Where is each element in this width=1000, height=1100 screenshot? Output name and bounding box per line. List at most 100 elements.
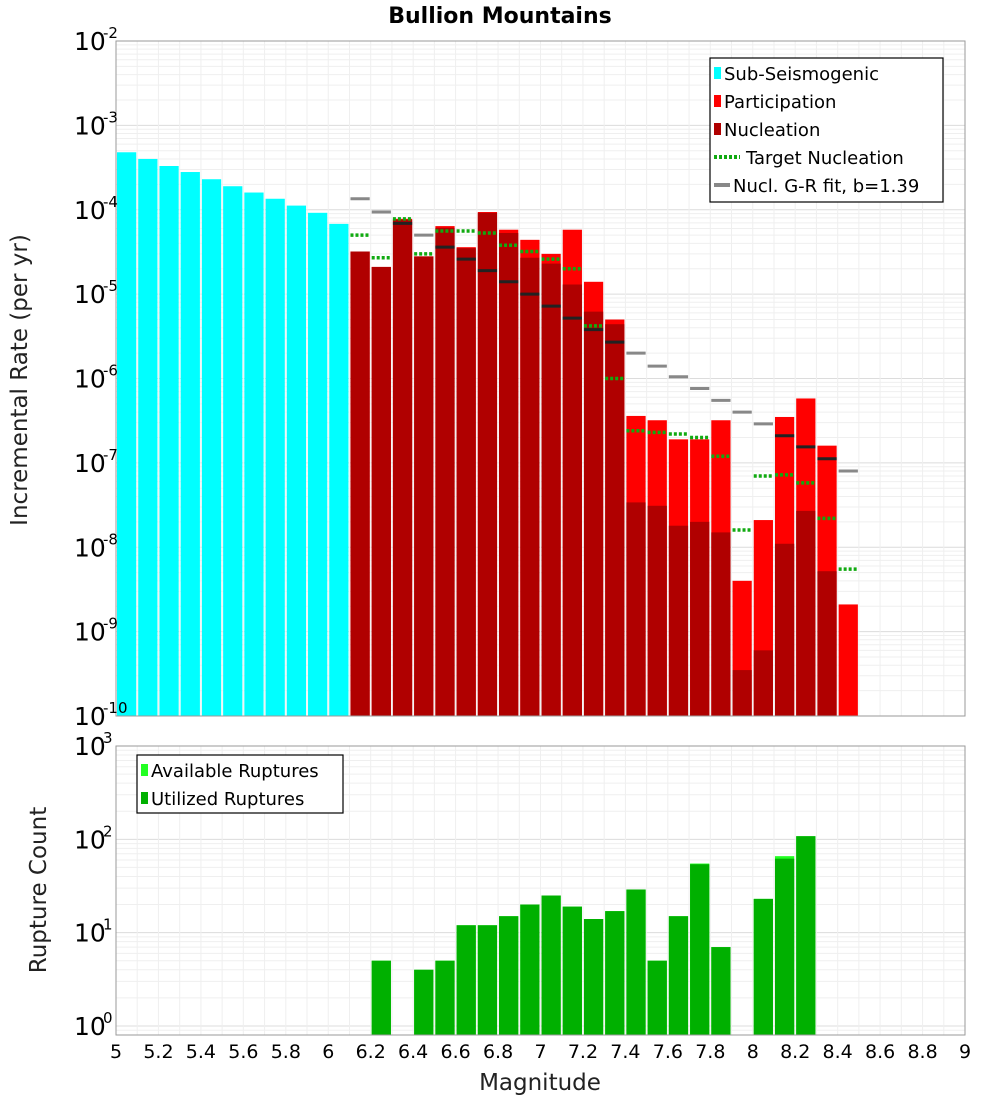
y-tick-label-bottom: 10 xyxy=(74,825,106,854)
bar-sub-seismogenic xyxy=(244,192,264,717)
x-tick-label: 8.8 xyxy=(907,1041,937,1063)
y-tick-label-top-exponent: -4 xyxy=(103,193,118,211)
legend-box-bottom xyxy=(136,754,344,814)
bars-top xyxy=(117,152,858,717)
bar-nucleation xyxy=(668,525,689,716)
y-tick-label-top-exponent: -5 xyxy=(103,277,118,295)
y-tick-label-bottom: 10 xyxy=(74,919,106,948)
legend-label-utilized: Utilized Ruptures xyxy=(151,789,304,810)
x-tick-label: 8.4 xyxy=(823,1041,853,1063)
y-tick-label-bottom-exponent: 1 xyxy=(103,916,113,934)
legend-swatch-participation xyxy=(714,95,721,107)
y-tick-label-top: 10 xyxy=(74,702,106,731)
x-axis-label: Magnitude xyxy=(479,1070,601,1096)
bar-nucleation xyxy=(371,266,391,716)
bar-nucleation xyxy=(605,324,625,716)
bar-sub-seismogenic xyxy=(286,205,307,716)
bar-utilized-ruptures xyxy=(477,925,498,1035)
bar-utilized-ruptures xyxy=(414,969,434,1035)
bar-nucleation xyxy=(562,284,582,716)
legend-label-target-nucleation: Target Nucleation xyxy=(745,148,904,169)
x-tick-label: 7.6 xyxy=(653,1041,683,1063)
y-tick-label-top: 10 xyxy=(74,449,106,478)
x-tick-label: 5.8 xyxy=(271,1041,301,1063)
legend-box-top xyxy=(709,57,944,203)
x-tick-label: 8.6 xyxy=(865,1041,895,1063)
y-tick-label-top-exponent: -9 xyxy=(103,615,118,633)
y-tick-label-top-exponent: -6 xyxy=(103,362,118,380)
plot-frame-bottom xyxy=(115,745,966,1036)
bar-utilized-ruptures xyxy=(774,858,795,1035)
legend-label-nucleation: Nucleation xyxy=(724,120,820,141)
bar-participation xyxy=(838,604,858,716)
bar-sub-seismogenic xyxy=(180,172,200,716)
x-tick-label: 6.8 xyxy=(483,1041,513,1063)
legend-swatch-sub-seismogenic xyxy=(714,67,721,79)
y-tick-label-top: 10 xyxy=(74,111,106,140)
legend-label-participation: Participation xyxy=(724,92,836,113)
bar-sub-seismogenic xyxy=(138,158,158,717)
x-tick-label: 8.2 xyxy=(780,1041,810,1063)
x-tick-label: 5 xyxy=(110,1041,122,1063)
y-tick-label-top: 10 xyxy=(74,280,106,309)
x-tick-label: 7 xyxy=(534,1041,546,1063)
y-tick-label-top: 10 xyxy=(74,196,106,225)
bar-nucleation xyxy=(499,233,519,716)
y-tick-label-top-exponent: -8 xyxy=(103,530,118,548)
bar-nucleation xyxy=(414,256,434,716)
bar-utilized-ruptures xyxy=(562,906,582,1035)
x-tick-label: 8 xyxy=(747,1041,759,1063)
bar-utilized-ruptures xyxy=(499,916,519,1035)
bar-utilized-ruptures xyxy=(583,919,604,1035)
bar-utilized-ruptures xyxy=(541,895,561,1035)
bar-utilized-ruptures xyxy=(753,898,773,1035)
y-tick-label-top: 10 xyxy=(74,365,106,394)
y-tick-label-top: 10 xyxy=(74,618,106,647)
legend-swatch-available xyxy=(141,764,148,776)
bar-nucleation xyxy=(690,521,710,716)
bar-nucleation xyxy=(774,543,795,716)
bar-sub-seismogenic xyxy=(201,179,222,716)
legend-top: Sub-Seismogenic Participation Nucleation… xyxy=(709,57,944,203)
bar-sub-seismogenic xyxy=(117,152,137,716)
bar-utilized-ruptures xyxy=(796,836,816,1035)
legend-swatch-utilized xyxy=(141,792,148,804)
x-tick-label: 7.2 xyxy=(568,1041,598,1063)
y-axis-label-bottom: Rupture Count xyxy=(26,807,52,973)
bar-nucleation xyxy=(817,571,837,716)
bar-nucleation xyxy=(753,650,773,716)
bar-sub-seismogenic xyxy=(223,186,243,716)
x-ticks: 5 5.2 5.4 5.6 5.8 6 6.2 6.4 6.6 6.8 7 7.2 7.4 7.6 7.8 8… xyxy=(110,1041,971,1063)
bar-utilized-ruptures xyxy=(690,864,710,1035)
x-tick-label: 6.6 xyxy=(440,1041,470,1063)
bar-nucleation xyxy=(796,510,816,716)
bar-utilized-ruptures xyxy=(456,925,476,1035)
bar-nucleation xyxy=(711,532,731,716)
y-tick-label-bottom-exponent: 0 xyxy=(103,1009,113,1027)
legend-label-gr-fit: Nucl. G-R fit, b=1.39 xyxy=(733,176,919,197)
bar-nucleation xyxy=(477,212,498,716)
bar-utilized-ruptures xyxy=(371,960,391,1035)
x-tick-label: 7.8 xyxy=(695,1041,725,1063)
y-tick-label-top-exponent: -3 xyxy=(103,108,118,126)
legend-label-available: Available Ruptures xyxy=(151,761,319,782)
bar-nucleation xyxy=(350,251,370,716)
x-tick-label: 6 xyxy=(322,1041,334,1063)
x-tick-label: 6.2 xyxy=(356,1041,386,1063)
bar-nucleation xyxy=(392,219,413,717)
x-tick-label: 5.6 xyxy=(228,1041,258,1063)
bar-nucleation xyxy=(435,227,455,716)
bar-utilized-ruptures xyxy=(626,889,646,1035)
x-tick-label: 7.4 xyxy=(610,1041,640,1063)
bar-utilized-ruptures xyxy=(647,960,667,1035)
bar-utilized-ruptures xyxy=(520,904,540,1035)
bar-nucleation xyxy=(626,502,646,716)
y-tick-label-bottom-exponent: 2 xyxy=(103,822,113,840)
bar-nucleation xyxy=(583,311,604,716)
bar-nucleation xyxy=(541,263,561,716)
y-tick-label-top: 10 xyxy=(74,27,106,56)
